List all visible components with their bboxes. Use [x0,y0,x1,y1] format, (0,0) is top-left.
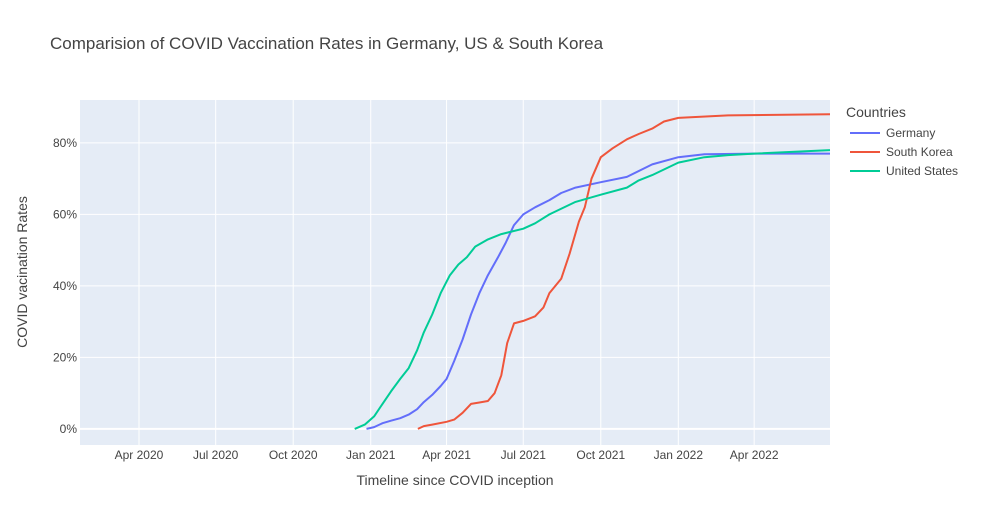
chart-title: Comparision of COVID Vaccination Rates i… [50,34,604,53]
legend-label-south-korea: South Korea [886,144,953,159]
y-tick-label: 20% [53,350,77,364]
series-line-united-states [354,149,831,430]
legend-item-united-states[interactable]: United States [846,161,958,180]
x-tick-label: Oct 2021 [576,448,625,462]
x-tick-label: Jan 2021 [346,448,396,462]
legend-label-germany: Germany [886,125,936,140]
x-tick-label: Jul 2021 [501,448,547,462]
legend-item-south-korea[interactable]: South Korea [846,142,958,161]
x-tick-label: Jul 2020 [193,448,239,462]
legend: Countries Germany South Korea United Sta… [846,104,958,180]
y-axis-label: COVID vacination Rates [14,196,30,348]
y-tick-label: 80% [53,136,77,150]
y-tick-label: 0% [60,422,78,436]
y-tick-label: 60% [53,207,77,221]
legend-swatch-united-states [850,169,880,172]
legend-title: Countries [846,104,906,120]
series-lines [354,113,831,430]
x-tick-label: Apr 2021 [422,448,471,462]
legend-swatch-germany [850,131,880,134]
y-tick-labels: 0% 20% 40% 60% 80% [53,136,77,436]
x-tick-label: Apr 2022 [730,448,779,462]
plot-area [80,100,830,445]
x-tick-labels: Apr 2020 Jul 2020 Oct 2020 Jan 2021 Apr 2021… [115,448,779,462]
x-axis-label: Timeline since COVID inception [356,472,554,488]
x-tick-label: Apr 2020 [115,448,164,462]
y-tick-label: 40% [53,279,77,293]
legend-swatch-south-korea [850,150,880,153]
legend-label-united-states: United States [886,163,959,178]
x-tick-label: Oct 2020 [269,448,318,462]
series-line-germany [366,152,830,430]
x-tick-label: Jan 2022 [654,448,704,462]
series-line-south-korea [417,113,831,430]
x-gridlines [138,100,755,445]
legend-item-germany[interactable]: Germany [846,123,958,142]
y-gridlines [80,142,830,430]
